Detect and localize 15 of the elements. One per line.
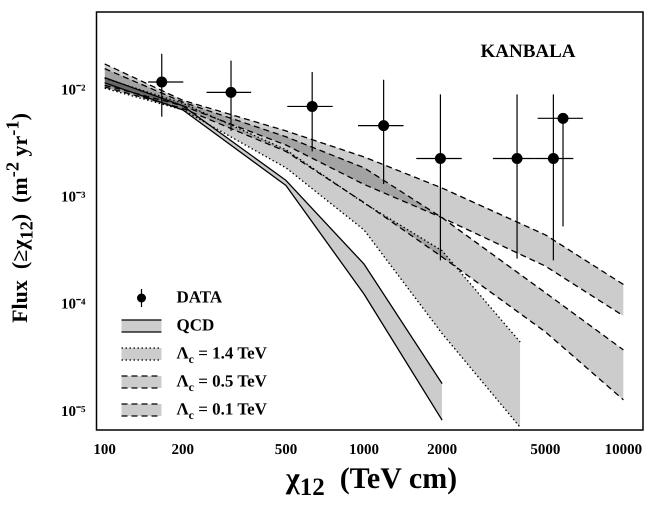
annotation: KANBALA [480, 40, 576, 62]
x-tick-label: 1000 [349, 442, 380, 458]
legend-label: QCD [176, 315, 214, 334]
x-tick-label: 500 [274, 442, 298, 458]
y-tick-label: 10⁻⁴ [60, 296, 86, 313]
x-axis-title: χ$_{12}$ (TeV cm) [284, 462, 458, 502]
y-tick-label: 10⁻² [60, 82, 86, 98]
x-tick-label: 100 [93, 442, 116, 458]
legend-label: DATA [176, 287, 223, 306]
x-tick-label: 2000 [427, 442, 458, 458]
y-tick-label: 10⁻³ [60, 190, 86, 206]
x-tick-label: 10000 [604, 442, 642, 458]
x-tick-label: 5000 [530, 442, 560, 458]
x-tick-label: 200 [172, 442, 194, 458]
y-tick-label: 10⁻⁵ [60, 404, 86, 420]
